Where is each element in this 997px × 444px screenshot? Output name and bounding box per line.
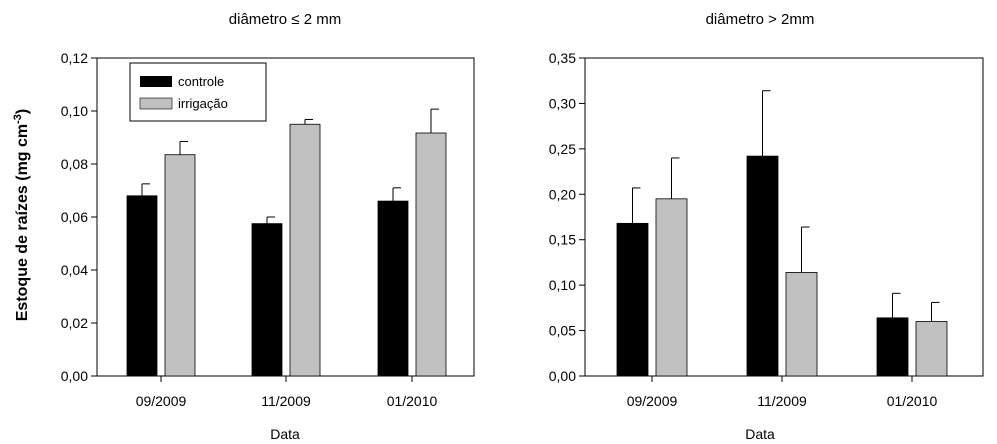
y-tick-label: 0,30: [549, 95, 576, 111]
y-tick-label: 0,10: [61, 103, 88, 119]
y-axis-label: Estoque de raízes (mg cm-3): [12, 109, 31, 322]
y-tick-label: 0,20: [549, 186, 576, 202]
y-tick-label: 0,35: [549, 50, 576, 66]
chart-panel-left: diâmetro ≤ 2 mm Data 0,00 0,02 0,04 0,06 0,0…: [61, 11, 475, 442]
chart-panel-right: diâmetro > 2mm Data 0,00 0,05 0,10 0,15 0,20…: [549, 11, 984, 442]
y-tick-label: 0,15: [549, 232, 576, 248]
plot-frame-right: [584, 57, 984, 377]
legend-box: [129, 62, 267, 122]
y-tick-label: 0,25: [549, 141, 576, 157]
x-tick-label: 01/2010: [887, 393, 938, 409]
bar-controle: [876, 317, 909, 377]
y-tick-label: 0,02: [61, 315, 88, 331]
y-tick-label: 0,10: [549, 277, 576, 293]
y-tick-label: 0,08: [61, 156, 88, 172]
legend-swatch-controle: [140, 76, 172, 87]
y-tick-label: 0,04: [61, 262, 88, 278]
legend-label-controle: controle: [178, 74, 224, 89]
bar-irrigacao: [785, 272, 818, 377]
x-tick-label: 09/2009: [136, 393, 187, 409]
bar-controle: [616, 222, 649, 377]
bar-controle: [377, 200, 409, 377]
y-tick-label: 0,05: [549, 323, 576, 339]
chart-title-right: diâmetro > 2mm: [706, 11, 815, 28]
y-tick-label: 0,00: [549, 368, 576, 384]
x-tick-label: 11/2009: [757, 393, 807, 409]
legend-swatch-irrigacao: [139, 97, 173, 110]
bar-controle: [126, 195, 158, 377]
legend: controle irrigação: [129, 62, 267, 122]
bar-controle: [251, 223, 283, 377]
y-tick-label: 0,06: [61, 209, 88, 225]
y-tick-label: 0,12: [61, 50, 88, 66]
x-tick-label: 11/2009: [261, 393, 311, 409]
bar-irrigacao: [655, 198, 688, 377]
legend-label-irrigacao: irrigação: [178, 96, 228, 111]
chart-title-left: diâmetro ≤ 2 mm: [229, 11, 341, 28]
bar-irrigacao: [289, 123, 321, 377]
bar-irrigacao: [415, 132, 447, 377]
y-tick-label: 0,00: [61, 368, 88, 384]
x-tick-label: 09/2009: [627, 393, 678, 409]
x-tick-label: 01/2010: [387, 393, 438, 409]
bar-irrigacao: [164, 154, 196, 377]
bar-controle: [746, 155, 779, 377]
x-axis-label-right: Data: [745, 426, 775, 442]
x-axis-label-left: Data: [270, 426, 300, 442]
bar-irrigacao: [915, 321, 948, 377]
